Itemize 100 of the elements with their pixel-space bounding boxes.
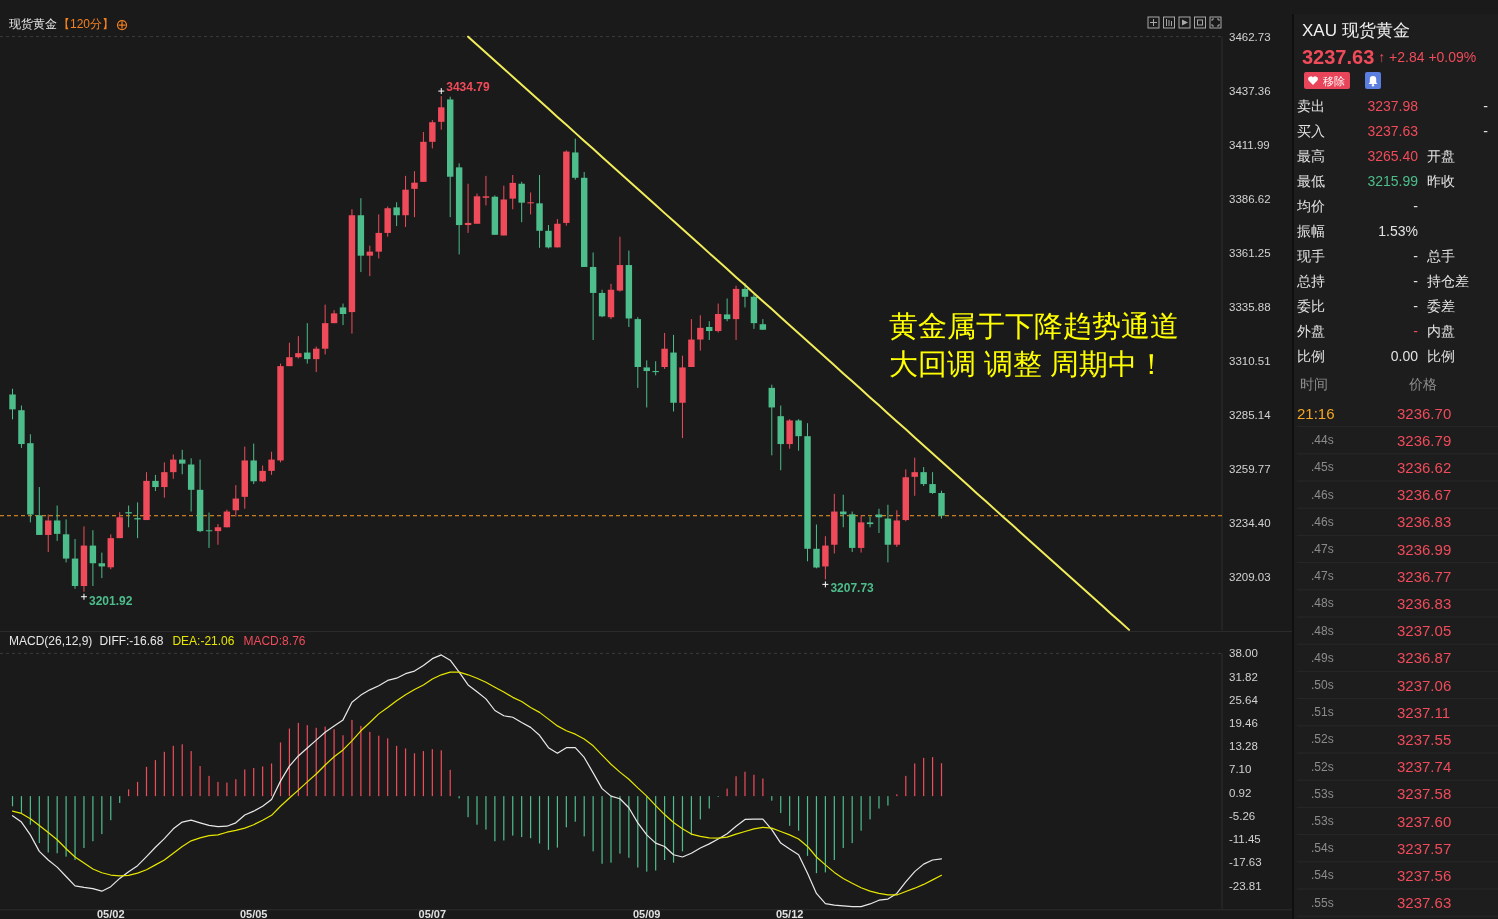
candlestick bbox=[161, 461, 168, 499]
text: .46s 3236.83 bbox=[1311, 513, 1452, 531]
text: .44s 3236.79 bbox=[1311, 431, 1452, 449]
candlestick bbox=[375, 213, 382, 259]
y-tick-label: 3462.73 bbox=[1229, 30, 1271, 43]
annotation: 3201.92 bbox=[88, 593, 133, 608]
text: 时间 价格 bbox=[1300, 376, 1437, 392]
candlestick bbox=[598, 289, 606, 318]
text: .55s 3237.63 bbox=[1311, 894, 1452, 912]
candlestick bbox=[920, 466, 927, 487]
y-tick-label: -11.45 bbox=[1229, 833, 1261, 846]
text: .49s 3236.87 bbox=[1311, 649, 1452, 667]
candlestick bbox=[759, 318, 767, 331]
text: DEA:-21.06 bbox=[172, 633, 235, 648]
annotation: 3207.73 bbox=[830, 581, 875, 596]
candlestick bbox=[509, 174, 516, 210]
text: .47s 3236.77 bbox=[1311, 567, 1452, 585]
text: .48s 3237.05 bbox=[1311, 622, 1452, 640]
y-tick-label: 3335.88 bbox=[1229, 300, 1271, 313]
text: .45s 3236.62 bbox=[1311, 458, 1452, 476]
candlestick bbox=[9, 388, 16, 420]
text: .48s 3236.83 bbox=[1311, 594, 1452, 612]
annotation: 大回调 调整 周期中！ bbox=[889, 348, 1167, 380]
y-tick-label: 0.92 bbox=[1229, 786, 1252, 799]
candlestick bbox=[723, 297, 731, 322]
candlestick bbox=[339, 303, 347, 326]
text: 委比 - 委差 bbox=[1297, 298, 1455, 314]
y-tick-label: -5.26 bbox=[1229, 809, 1256, 822]
y-tick-label: 3386.62 bbox=[1229, 192, 1271, 205]
annotation: 黄金属于下降趋势通道 bbox=[889, 310, 1179, 342]
text: 总持 - 持仓差 bbox=[1297, 273, 1469, 289]
candlestick bbox=[866, 516, 874, 528]
candlestick bbox=[438, 95, 445, 131]
candlestick bbox=[295, 335, 302, 359]
candlestick bbox=[53, 505, 61, 542]
text: .53s 3237.58 bbox=[1311, 785, 1452, 803]
candlestick bbox=[214, 523, 222, 546]
x-tick-label: 05/12 bbox=[775, 907, 804, 919]
y-tick-label: 3361.25 bbox=[1229, 246, 1271, 259]
x-tick-label: 05/09 bbox=[632, 907, 661, 919]
y-tick-label: 31.82 bbox=[1229, 670, 1258, 683]
chart-subtitle: 【120分】 bbox=[58, 17, 115, 32]
y-tick-label: 3234.40 bbox=[1229, 516, 1271, 529]
text: 现手 - 总手 bbox=[1297, 248, 1455, 264]
text: 均价 - bbox=[1297, 198, 1418, 214]
x-tick-label: 05/02 bbox=[97, 907, 125, 919]
candlestick bbox=[205, 512, 213, 549]
text: 卖出 3237.98 - bbox=[1297, 98, 1488, 114]
candlestick bbox=[545, 224, 552, 249]
y-tick-label: 3259.77 bbox=[1229, 462, 1271, 475]
candlestick bbox=[304, 322, 311, 365]
text: .52s 3237.74 bbox=[1311, 758, 1452, 776]
y-tick-label: 3411.99 bbox=[1229, 138, 1270, 151]
candlestick bbox=[661, 332, 668, 370]
y-tick-label: 38.00 bbox=[1229, 647, 1258, 660]
text: 比例 0.00 比例 bbox=[1297, 348, 1455, 364]
candlestick bbox=[518, 181, 525, 223]
y-tick-label: 25.64 bbox=[1229, 693, 1259, 706]
candlestick bbox=[250, 443, 257, 485]
text: 外盘 - 内盘 bbox=[1297, 323, 1455, 339]
text: XAU 现货黄金 bbox=[1302, 20, 1410, 40]
annotation: 3434.79 bbox=[446, 80, 490, 95]
candlestick bbox=[36, 486, 43, 536]
candlestick bbox=[482, 175, 490, 206]
y-tick-label: 7.10 bbox=[1229, 763, 1252, 776]
candlestick bbox=[268, 451, 275, 476]
candlestick bbox=[393, 201, 400, 227]
text: .47s 3236.99 bbox=[1311, 540, 1452, 558]
candlestick bbox=[527, 191, 534, 215]
x-tick-label: 05/05 bbox=[239, 907, 268, 919]
candlestick bbox=[929, 471, 936, 495]
text: .54s 3237.56 bbox=[1311, 866, 1452, 884]
y-tick-label: 3285.14 bbox=[1229, 408, 1272, 421]
y-tick-label: 3437.36 bbox=[1229, 84, 1271, 97]
candlestick bbox=[786, 418, 793, 450]
text: 最低 3215.99 昨收 bbox=[1297, 173, 1455, 189]
candlestick bbox=[768, 384, 776, 456]
text: .52s 3237.55 bbox=[1311, 730, 1452, 748]
candlestick bbox=[313, 346, 320, 373]
text: 21:16 3236.70 bbox=[1297, 404, 1452, 422]
candlestick bbox=[741, 282, 749, 308]
text: .53s 3237.60 bbox=[1311, 812, 1452, 830]
candlestick bbox=[45, 514, 52, 553]
candlestick bbox=[911, 457, 918, 497]
candlestick bbox=[706, 320, 713, 341]
y-tick-label: 13.28 bbox=[1229, 740, 1258, 753]
candlestick bbox=[652, 360, 659, 376]
candlestick bbox=[554, 218, 561, 248]
text: 3237.63 ↑ +2.84 +0.09% bbox=[1302, 46, 1477, 68]
text: 移除 bbox=[1323, 74, 1345, 87]
candlestick bbox=[170, 453, 177, 480]
candlestick bbox=[366, 245, 374, 277]
y-tick-label: -17.63 bbox=[1229, 856, 1262, 869]
candlestick bbox=[938, 490, 945, 520]
text: DIFF:-16.68 bbox=[99, 633, 164, 648]
candlestick bbox=[822, 535, 829, 580]
candlestick bbox=[179, 449, 186, 475]
text: .51s 3237.11 bbox=[1311, 703, 1451, 721]
candlestick bbox=[813, 524, 820, 569]
candlestick bbox=[116, 511, 123, 539]
